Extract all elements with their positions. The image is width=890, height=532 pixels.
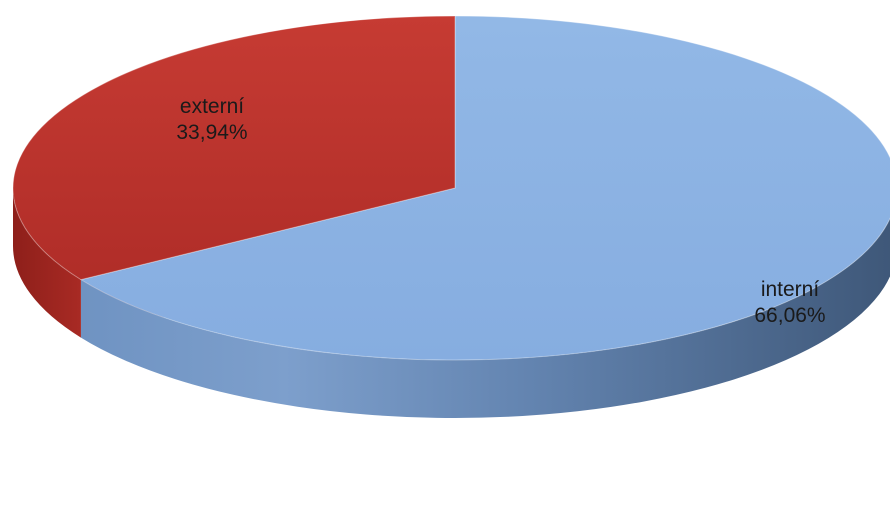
slice-value-label-interní: 66,06%: [754, 304, 825, 327]
slice-value-label-externí: 33,94%: [176, 121, 247, 144]
pie-side-externí: [13, 188, 81, 338]
slice-label-externí: externí: [180, 95, 244, 118]
pie-slice-externí: [12, 15, 456, 281]
slice-label-interní: interní: [761, 278, 820, 301]
pie-side-interní: [80, 218, 890, 418]
pie-slice-interní: [79, 15, 890, 361]
